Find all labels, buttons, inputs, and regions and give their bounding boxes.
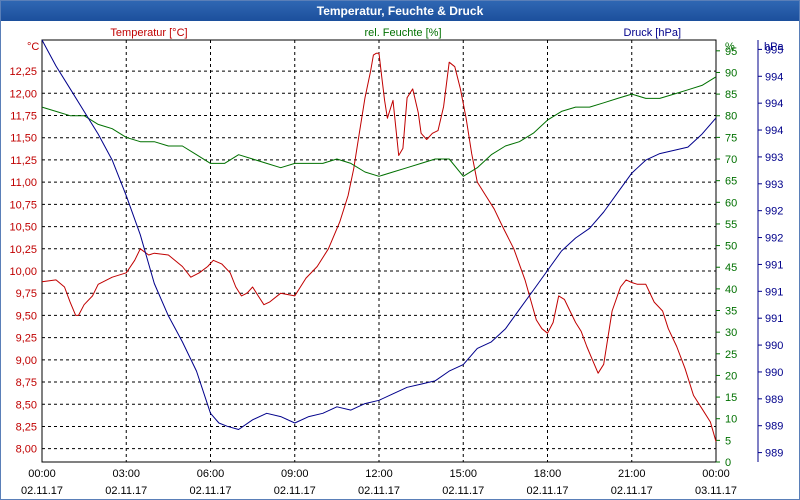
humidity-tick-label: 95 <box>725 46 737 58</box>
pressure-tick-label: 995 <box>765 44 783 56</box>
chart-plot: 00:00 02.11.17 03:00 02.11.17 06:00 02.11.17 0… <box>9 27 784 497</box>
pressure-tick-label: 989 <box>765 421 783 433</box>
pressure-tick-label: 992 <box>765 233 783 245</box>
x-tick-label: 09:00 <box>281 468 309 480</box>
x-tick-label: 00:00 <box>702 468 730 480</box>
x-tick-date-label: 02.11.17 <box>611 485 653 497</box>
temperature-tick-label: 8,25 <box>16 421 37 433</box>
temperature-series-line <box>41 52 717 442</box>
humidity-tick-label: 80 <box>725 111 737 123</box>
pressure-tick-label: 993 <box>765 152 783 164</box>
humidity-tick-label: 30 <box>725 327 737 339</box>
x-tick-label: 00:00 <box>28 468 56 480</box>
humidity-tick-label: 35 <box>725 306 737 318</box>
temperature-tick-label: 8,00 <box>16 444 37 456</box>
pressure-tick-label: 991 <box>765 313 783 325</box>
humidity-tick-label: 20 <box>725 370 737 382</box>
pressure-axis-unit: hPa <box>764 41 784 53</box>
temperature-tick-label: 11,50 <box>10 133 37 145</box>
x-tick-label: 21:00 <box>618 468 646 480</box>
humidity-tick-label: 50 <box>725 241 737 253</box>
temperature-tick-label: 10,00 <box>9 266 37 278</box>
humidity-axis-unit: % <box>725 41 735 53</box>
humidity-tick-label: 55 <box>725 219 737 231</box>
x-tick-date-label: 03.11.17 <box>695 485 737 497</box>
temperature-series-label: Temperatur [°C] <box>110 27 187 39</box>
pressure-tick-label: 994 <box>765 125 783 137</box>
humidity-tick-label: 5 <box>725 435 731 447</box>
temperature-tick-label: 11,75 <box>10 111 37 123</box>
humidity-tick-label: 75 <box>725 132 737 144</box>
temperature-tick-label: 8,75 <box>16 377 37 389</box>
pressure-tick-label: 989 <box>765 448 783 460</box>
pressure-tick-label: 991 <box>765 286 783 298</box>
pressure-tick-label: 989 <box>765 394 783 406</box>
x-tick-label: 15:00 <box>449 468 477 480</box>
window-title: Temperatur, Feuchte & Druck <box>316 4 484 18</box>
temperature-axis-unit: °C <box>27 41 39 53</box>
humidity-series-line <box>41 76 717 177</box>
temperature-tick-label: 8,50 <box>16 399 37 411</box>
pressure-tick-label: 991 <box>765 259 783 271</box>
temperature-tick-label: 12,25 <box>9 66 37 78</box>
humidity-tick-label: 25 <box>725 349 737 361</box>
temperature-tick-label: 9,50 <box>16 310 37 322</box>
temperature-tick-label: 11,00 <box>10 177 37 189</box>
pressure-tick-label: 993 <box>765 179 783 191</box>
pressure-series-label: Druck [hPa] <box>624 27 681 39</box>
x-tick-date-label: 02.11.17 <box>526 485 568 497</box>
x-tick-label: 12:00 <box>365 468 393 480</box>
temperature-tick-label: 12,00 <box>9 88 37 100</box>
humidity-tick-label: 15 <box>725 392 737 404</box>
x-tick-date-label: 02.11.17 <box>105 485 147 497</box>
x-tick-date-label: 02.11.17 <box>189 485 231 497</box>
temperature-tick-label: 11,25 <box>10 155 37 167</box>
title-bar: Temperatur, Feuchte & Druck <box>1 1 799 21</box>
temperature-tick-label: 9,00 <box>16 355 37 367</box>
temperature-tick-label: 9,25 <box>16 333 37 345</box>
humidity-tick-label: 0 <box>725 457 731 469</box>
x-tick-date-label: 02.11.17 <box>21 485 63 497</box>
temperature-tick-label: 9,75 <box>16 288 37 300</box>
temperature-tick-label: 10,50 <box>9 222 37 234</box>
humidity-tick-label: 40 <box>725 284 737 296</box>
pressure-series-line <box>41 39 717 430</box>
x-tick-label: 06:00 <box>197 468 225 480</box>
temperature-tick-label: 10,25 <box>9 244 37 256</box>
x-tick-label: 18:00 <box>534 468 562 480</box>
temperature-tick-label: 10,75 <box>9 199 37 211</box>
x-tick-date-label: 02.11.17 <box>274 485 316 497</box>
pressure-tick-label: 994 <box>765 98 783 110</box>
humidity-tick-label: 60 <box>725 197 737 209</box>
x-tick-label: 03:00 <box>112 468 140 480</box>
x-tick-date-label: 02.11.17 <box>442 485 484 497</box>
humidity-series-label: rel. Feuchte [%] <box>364 27 441 39</box>
x-tick-date-label: 02.11.17 <box>358 485 400 497</box>
pressure-tick-label: 990 <box>765 367 783 379</box>
pressure-tick-label: 994 <box>765 71 783 83</box>
humidity-tick-label: 45 <box>725 262 737 274</box>
humidity-tick-label: 65 <box>725 176 737 188</box>
humidity-tick-label: 70 <box>725 154 737 166</box>
humidity-tick-label: 10 <box>725 414 737 426</box>
pressure-tick-label: 992 <box>765 206 783 218</box>
humidity-tick-label: 90 <box>725 67 737 79</box>
humidity-tick-label: 85 <box>725 89 737 101</box>
pressure-tick-label: 990 <box>765 340 783 352</box>
